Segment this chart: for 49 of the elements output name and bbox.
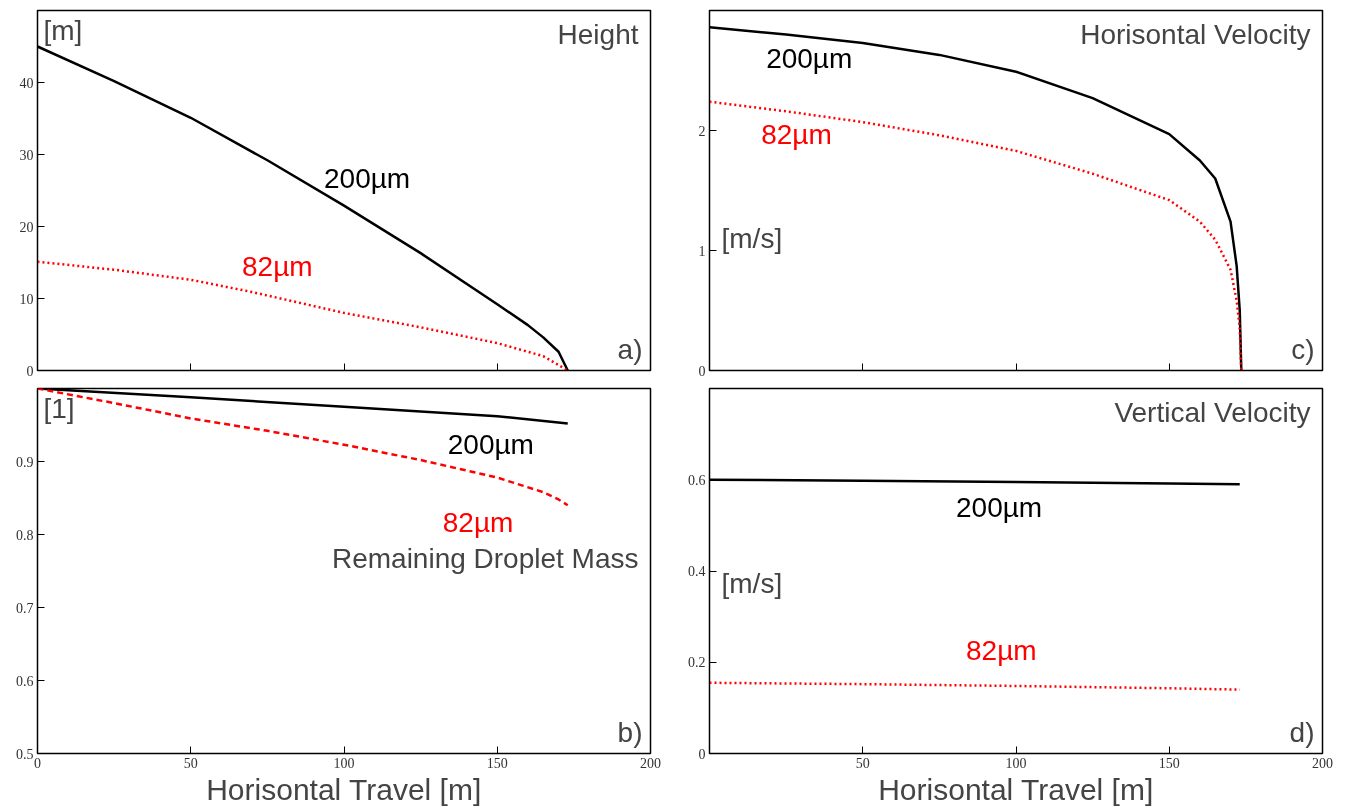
x-tick-label: 200 (1312, 755, 1333, 771)
y-axis-title: [m] (43, 14, 83, 46)
y-tick-label: 20 (19, 219, 34, 235)
x-tick-label: 50 (855, 755, 870, 771)
line-series (709, 681, 1241, 691)
series-label: 82µm (761, 119, 832, 151)
y-tick-label: 0.5 (16, 746, 34, 762)
text: Remaining Droplet Mass (331, 542, 639, 574)
x-tick-label: 50 (183, 755, 198, 771)
series-label: 200µm (766, 42, 853, 74)
annotation: b) (617, 716, 643, 748)
y-tick-label: 0.4 (688, 564, 706, 579)
series-label: 82µm (966, 634, 1037, 666)
y-tick-label: 10 (19, 291, 34, 307)
y-tick-label: 1 (698, 243, 706, 259)
x-tick-label: 150 (486, 755, 508, 771)
chart-title: Vertical Velocity (1114, 396, 1311, 428)
series-label: 200µm (324, 162, 411, 194)
y-tick-label: 0.2 (688, 655, 706, 671)
y-tick-label: 0.8 (16, 527, 34, 543)
series-label: 82µm (242, 251, 313, 283)
y-tick-label: 2 (698, 123, 706, 139)
x-axis-title: Horisontal Travel [m] (206, 772, 482, 806)
line-series (37, 388, 569, 507)
x-axis-title: Horisontal Travel [m] (878, 772, 1154, 806)
chart-title: Horisontal Velocity (1080, 18, 1311, 50)
x-tick-label: 100 (333, 755, 355, 771)
annotation: d) (1289, 716, 1315, 748)
y-tick-label: 0.7 (16, 600, 34, 616)
y-tick-label: 40 (19, 75, 34, 91)
x-tick-label: 200 (640, 755, 661, 771)
series-label: 200µm (956, 492, 1043, 524)
series-label: 82µm (442, 507, 514, 539)
annotation: c) (1291, 333, 1315, 365)
chart-title: Height (557, 18, 639, 50)
y-tick-label: 0.9 (16, 454, 34, 470)
series-label: 200µm (447, 428, 534, 460)
y-tick-label: 0.6 (688, 472, 706, 488)
y-tick-label: 30 (19, 147, 34, 163)
y-axis-title: [m/s] (721, 223, 783, 255)
y-tick-label: 0.6 (16, 673, 34, 689)
y-axis-title: [m/s] (721, 567, 783, 599)
x-tick-label: 100 (1005, 755, 1027, 771)
y-tick-label: 0 (698, 363, 706, 379)
x-tick-label: 150 (1158, 755, 1180, 771)
annotation: a) (617, 333, 643, 365)
y-axis-title: [1] (43, 392, 75, 424)
line-series (709, 100, 1243, 371)
y-tick-label: 0 (26, 363, 34, 379)
